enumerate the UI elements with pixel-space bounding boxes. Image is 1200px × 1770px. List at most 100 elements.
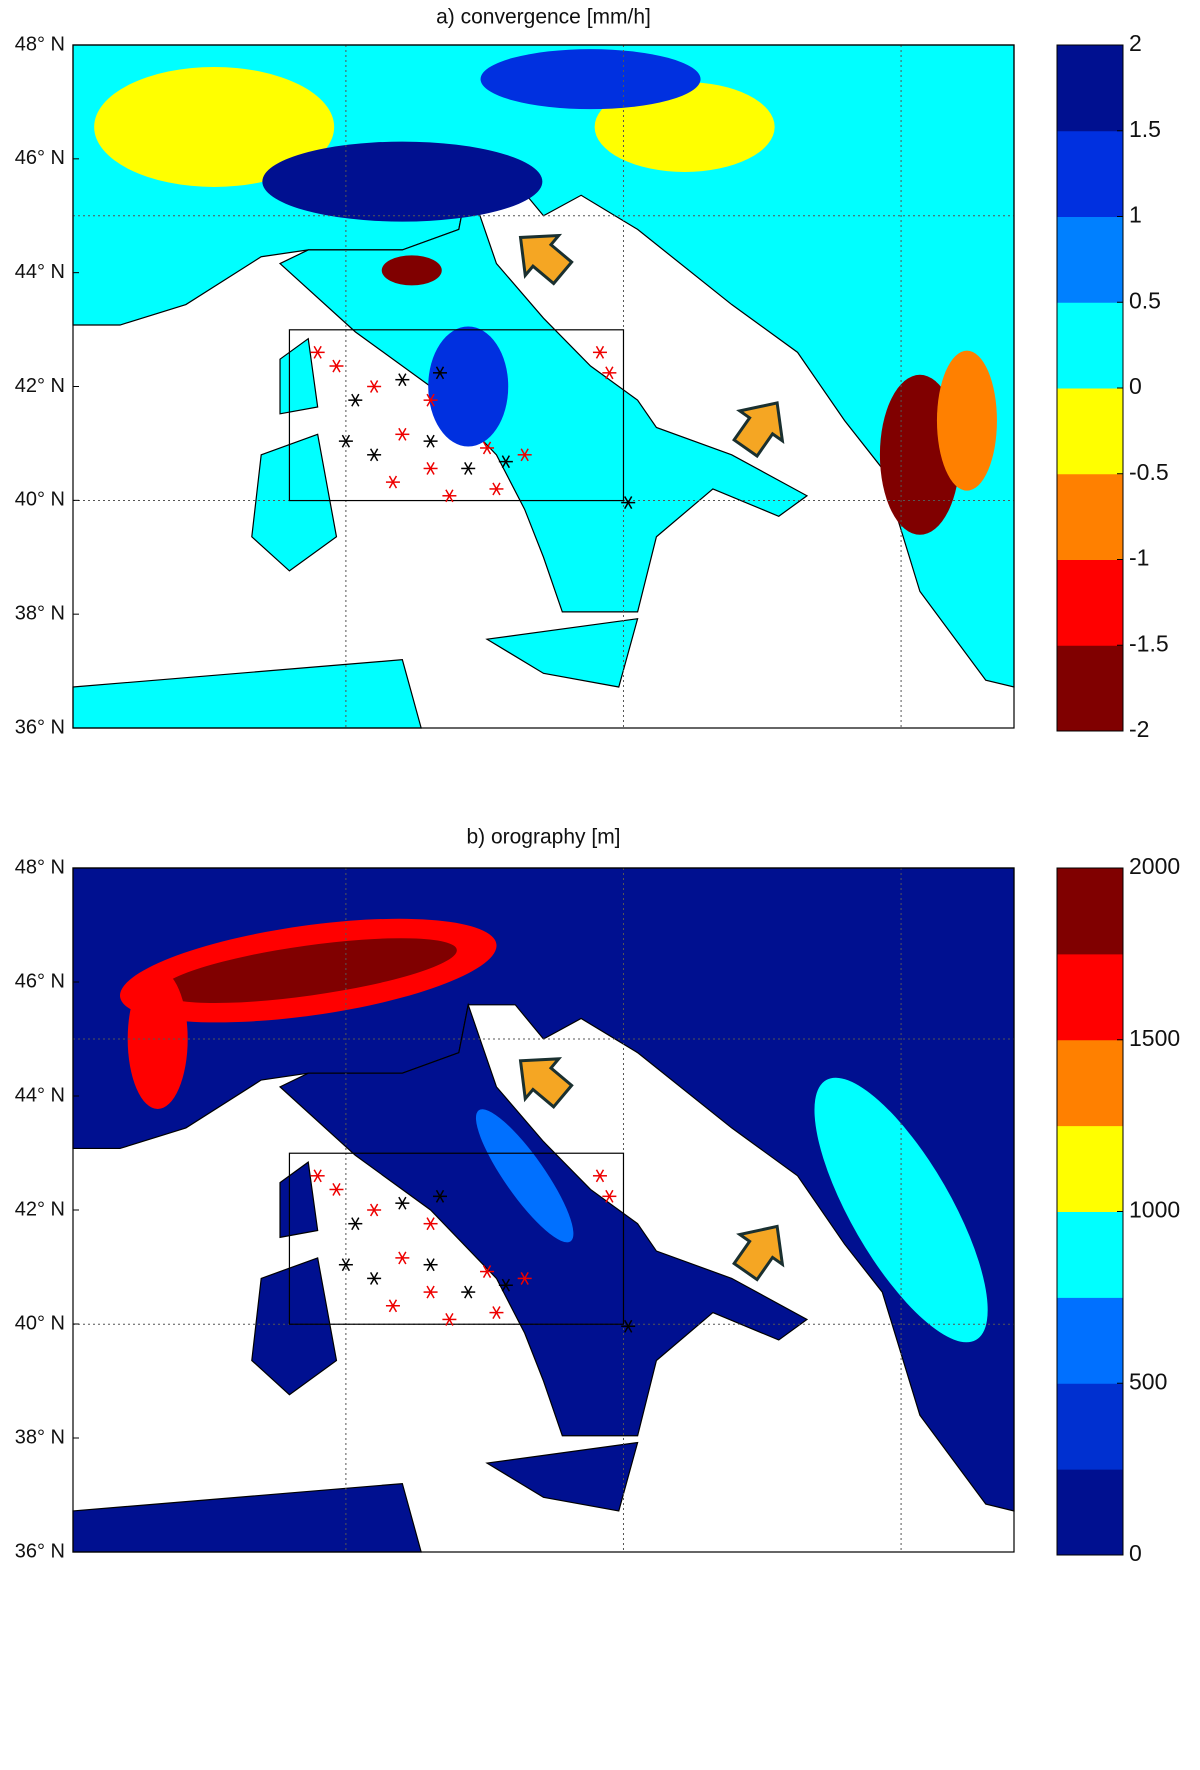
station-stroke — [482, 441, 492, 455]
colorbar-band — [1057, 1469, 1123, 1556]
study-box — [288, 1152, 625, 1325]
colorbar-tick-label: 2000 — [1129, 853, 1180, 879]
station — [329, 1183, 344, 1196]
station-stroke — [369, 448, 379, 462]
station-stroke — [492, 482, 501, 496]
station — [348, 393, 363, 407]
wind-arrow — [518, 1057, 574, 1109]
station — [461, 462, 476, 475]
station-stroke — [351, 1217, 360, 1231]
station — [602, 1189, 617, 1203]
y-tick-label: 40° N — [15, 489, 65, 511]
station — [329, 359, 344, 373]
station — [602, 366, 617, 380]
station-stroke — [398, 1196, 407, 1210]
patch — [480, 49, 701, 110]
station — [498, 455, 513, 469]
land — [72, 867, 1015, 1512]
colorbar-band — [1057, 1125, 1123, 1212]
station-stroke — [341, 434, 351, 448]
station — [489, 1306, 504, 1320]
land — [485, 618, 639, 688]
colorbar-band — [1057, 559, 1123, 646]
y-tick-label: 40° N — [15, 1312, 65, 1334]
station — [423, 1258, 438, 1272]
colorbar-band — [1057, 302, 1123, 389]
station — [395, 1196, 410, 1210]
map-panel: a) convergence [mm/h] 48° N 46° N 44° N 42° … — [15, 6, 1169, 743]
station-stroke — [492, 1306, 501, 1320]
station-stroke — [426, 1258, 435, 1272]
colorbar-tick-label: 1500 — [1129, 1025, 1180, 1051]
y-tick-label: 42° N — [15, 375, 65, 397]
station — [480, 441, 495, 455]
station — [461, 1285, 476, 1299]
colorbar-band — [1057, 1383, 1123, 1470]
station — [442, 1313, 457, 1326]
station — [395, 373, 410, 387]
study-box — [288, 329, 625, 502]
colorbar-tick-label: -1.5 — [1129, 630, 1169, 656]
station-stroke — [624, 496, 633, 510]
station-stroke — [426, 434, 435, 448]
patch — [381, 255, 442, 286]
land — [485, 1441, 639, 1512]
station — [310, 1169, 325, 1183]
colorbar-tick-label: 0 — [1129, 373, 1142, 399]
y-tick-label: 44° N — [15, 261, 65, 283]
station-stroke — [388, 1299, 398, 1313]
colorbar-tick-label: 0.5 — [1129, 287, 1161, 313]
y-tick-label: 38° N — [15, 602, 65, 624]
colorbar-band — [1057, 130, 1123, 217]
station-stroke — [464, 1285, 473, 1299]
station-stroke — [398, 1251, 407, 1265]
station — [395, 427, 410, 441]
station-stroke — [426, 393, 435, 407]
alps-west — [127, 969, 188, 1109]
colorbar-tick-label: 1000 — [1129, 1197, 1180, 1223]
y-tick-label: 46° N — [15, 970, 65, 992]
station-stroke — [482, 1265, 492, 1278]
station — [592, 1169, 607, 1183]
y-tick-label: 48° N — [15, 856, 65, 878]
colorbar-band — [1057, 473, 1123, 560]
colorbar-band — [1057, 1039, 1123, 1127]
colorbar-tick-label: 2 — [1129, 30, 1142, 56]
station — [348, 1217, 363, 1231]
colorbar-band — [1057, 645, 1123, 732]
station — [385, 475, 400, 489]
colorbar-band — [1057, 953, 1123, 1041]
colorbar-tick-label: -1 — [1129, 545, 1149, 571]
colorbar-tick-label: 1.5 — [1129, 116, 1161, 142]
y-tick-label: 44° N — [15, 1084, 65, 1106]
station — [489, 482, 504, 496]
apennines — [475, 1109, 574, 1243]
station-stroke — [520, 448, 529, 462]
station-stroke — [445, 489, 454, 503]
land — [251, 433, 338, 572]
station-stroke — [501, 455, 511, 469]
y-tick-label: 46° N — [15, 147, 65, 169]
station — [517, 448, 532, 462]
station — [423, 1285, 438, 1299]
station-stroke — [398, 427, 407, 441]
station — [385, 1299, 400, 1313]
station — [423, 393, 438, 407]
patch — [262, 141, 543, 222]
station-stroke — [369, 1203, 379, 1217]
station-stroke — [313, 1169, 322, 1183]
station — [480, 1265, 495, 1278]
station — [423, 462, 438, 475]
station — [517, 1271, 532, 1285]
station — [498, 1278, 513, 1292]
patch — [428, 326, 509, 447]
station — [442, 489, 457, 503]
station-stroke — [435, 366, 445, 380]
colorbar-band — [1057, 216, 1123, 303]
colorbar-band — [1057, 1211, 1123, 1298]
colorbar-tick-label: -0.5 — [1129, 459, 1169, 485]
y-tick-label: 38° N — [15, 1426, 65, 1448]
panel-title: b) orography [m] — [466, 826, 620, 849]
station-stroke — [605, 366, 614, 380]
